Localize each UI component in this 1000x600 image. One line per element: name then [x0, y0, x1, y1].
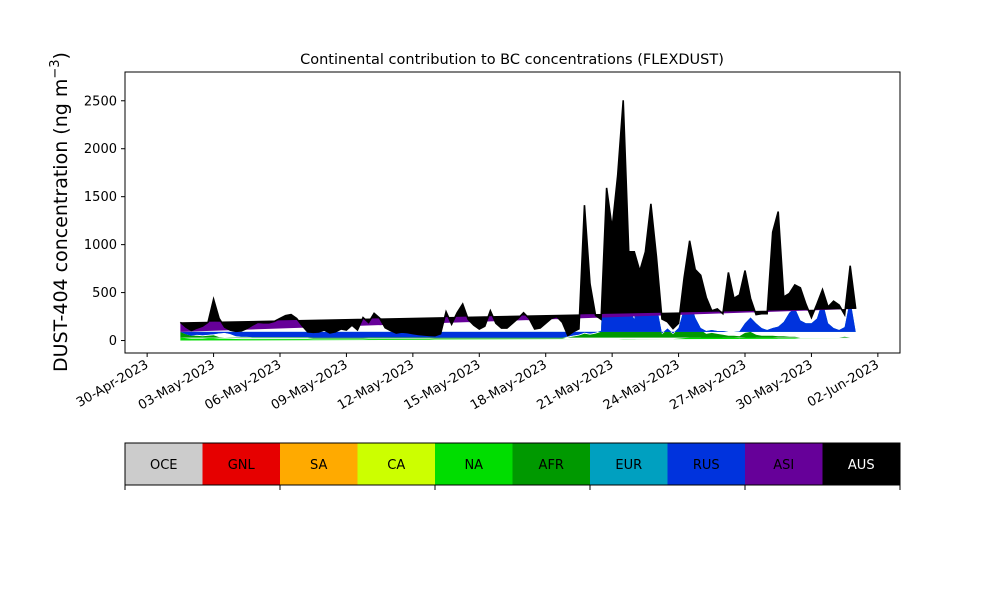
y-axis-ticks: 0 500 1000 1500 2000 2500: [84, 94, 125, 349]
series-layer: [180, 100, 856, 341]
colorbar-label-rus: RUS: [693, 458, 720, 473]
series-area-aus: [180, 100, 856, 336]
colorbar-frame: [124, 442, 901, 486]
y-tick-label: 500: [92, 286, 117, 301]
colorbar-segment-eur: [590, 443, 668, 485]
colorbar-segment-na: [435, 443, 513, 485]
colorbar-segment-asi: [745, 443, 823, 485]
region-colorbar: OCE GNL SA CA NA AFR EUR RUS ASI AUS: [124, 442, 901, 490]
series-area-afr: [180, 108, 856, 339]
y-tick-label: 2500: [84, 94, 117, 109]
total-outline: [179, 100, 857, 337]
y-tick-label: 1000: [84, 238, 117, 253]
y-tick-label: 1500: [84, 190, 117, 205]
colorbar-segment-afr: [512, 443, 590, 485]
x-tick-label: 02-Jun-2023: [805, 357, 882, 410]
y-tick-label: 2000: [84, 142, 117, 157]
colorbar-segment-aus: [822, 443, 900, 485]
y-axis-label-main: DUST-404 concentration (ng m: [50, 79, 72, 372]
plot-area: [124, 71, 901, 354]
colorbar-label-gnl: GNL: [228, 458, 256, 473]
y-axis-label: DUST-404 concentration (ng m−3): [48, 52, 72, 372]
axes-frame: [124, 71, 901, 354]
colorbar-segment-gnl: [202, 443, 280, 485]
series-area-asi: [180, 100, 856, 336]
y-axis-label-close: ): [50, 52, 72, 59]
y-axis-label-exponent: −3: [48, 59, 63, 78]
colorbar-label-aus: AUS: [848, 458, 875, 473]
colorbar-label-eur: EUR: [615, 458, 642, 473]
colorbar-label-sa: SA: [310, 458, 327, 473]
y-tick-label: 0: [109, 334, 117, 349]
chart-title: Continental contribution to BC concentra…: [300, 52, 724, 68]
colorbar-label-afr: AFR: [539, 458, 564, 473]
colorbar-label-asi: ASI: [773, 458, 794, 473]
series-area-rus: [180, 107, 856, 338]
series-area-eur: [180, 107, 856, 338]
colorbar-label-ca: CA: [387, 458, 405, 473]
colorbar-segment-ca: [357, 443, 435, 485]
colorbar-segment-oce: [125, 443, 203, 485]
colorbar-segment-sa: [280, 443, 358, 485]
colorbar-label-oce: OCE: [150, 458, 178, 473]
series-area-na: [180, 335, 856, 341]
x-axis-ticks: 30-Apr-202303-May-202306-May-202309-May-…: [74, 353, 882, 413]
colorbar-label-na: NA: [464, 458, 483, 473]
colorbar-segment-rus: [667, 443, 745, 485]
